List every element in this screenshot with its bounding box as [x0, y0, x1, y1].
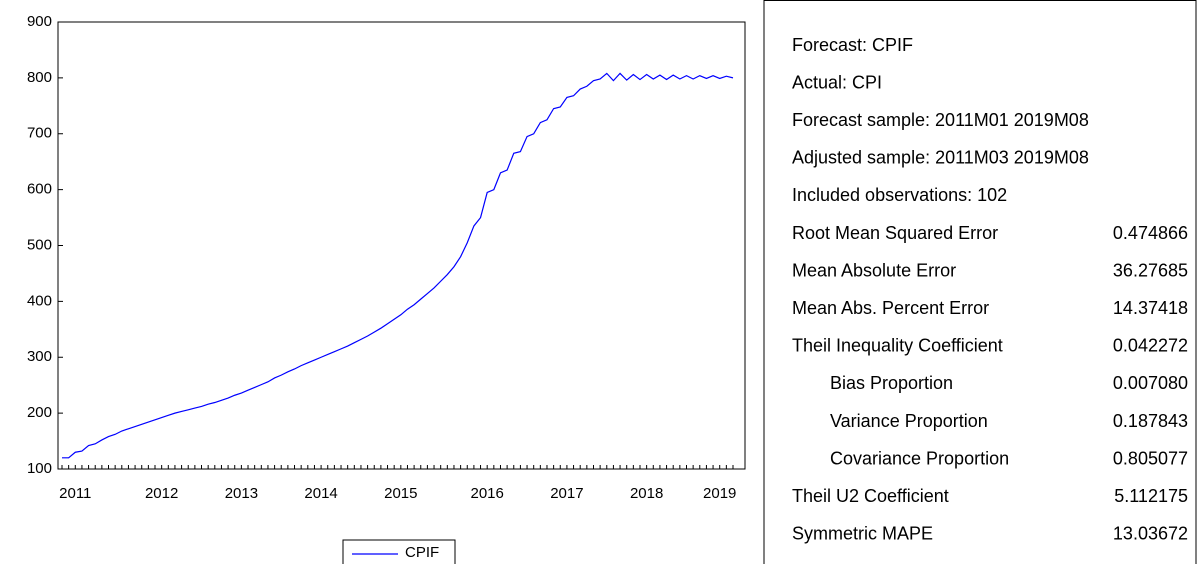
stats-header: Included observations: 102: [792, 185, 1007, 205]
stats-value: 36.27685: [1113, 260, 1188, 280]
x-tick-label: 2019: [703, 485, 736, 502]
stats-label: Symmetric MAPE: [792, 524, 933, 544]
stats-header: Actual: CPI: [792, 72, 882, 92]
x-tick-label: 2016: [471, 485, 504, 502]
x-tick-label: 2015: [384, 485, 417, 502]
y-tick-label: 600: [27, 181, 52, 198]
stats-label: Theil Inequality Coefficient: [792, 336, 1003, 356]
stats-label: Root Mean Squared Error: [792, 223, 998, 243]
stats-label: Covariance Proportion: [830, 448, 1009, 468]
y-tick-label: 700: [27, 125, 52, 142]
legend-label: CPIF: [405, 544, 439, 561]
stats-label: Mean Abs. Percent Error: [792, 298, 989, 318]
x-tick-label: 2017: [550, 485, 583, 502]
stats-box: [763, 0, 1197, 564]
stats-label: Mean Absolute Error: [792, 260, 956, 280]
stats-table: Forecast: CPIF Actual: CPI Forecast sample…: [792, 35, 1188, 544]
plot-frame: [57, 21, 746, 470]
stats-header: Forecast: CPIF: [792, 35, 913, 55]
series-line: [62, 72, 734, 459]
stats-value: 0.042272: [1113, 336, 1188, 356]
stats-header: Forecast sample: 2011M01 2019M08: [792, 110, 1089, 130]
stats-value: 0.007080: [1113, 373, 1188, 393]
y-tick-label: 800: [27, 69, 52, 86]
stats-header: Adjusted sample: 2011M03 2019M08: [792, 148, 1089, 168]
y-tick-label: 100: [27, 460, 52, 477]
y-tick-label: 400: [27, 292, 52, 309]
y-tick-label: 500: [27, 236, 52, 253]
stats-value: 5.112175: [1114, 486, 1188, 506]
x-tick-label: 2011: [59, 485, 91, 502]
stats-label: Variance Proportion: [830, 411, 988, 431]
stats-value: 0.805077: [1113, 448, 1188, 468]
x-tick-label: 2013: [225, 485, 258, 502]
stats-value: 0.474866: [1113, 223, 1188, 243]
stats-label: Theil U2 Coefficient: [792, 486, 949, 506]
x-tick-label: 2018: [630, 485, 663, 502]
x-tick-label: 2014: [304, 485, 337, 502]
stats-label: Bias Proportion: [830, 373, 953, 393]
stats-value: 13.03672: [1113, 524, 1188, 544]
y-tick-label: 300: [27, 348, 52, 365]
y-tick-label: 200: [27, 404, 52, 421]
legend-box: [342, 539, 456, 564]
stats-value: 14.37418: [1113, 298, 1188, 318]
stats-value: 0.187843: [1113, 411, 1188, 431]
x-tick-label: 2012: [145, 485, 178, 502]
y-tick-label: 900: [27, 13, 52, 30]
